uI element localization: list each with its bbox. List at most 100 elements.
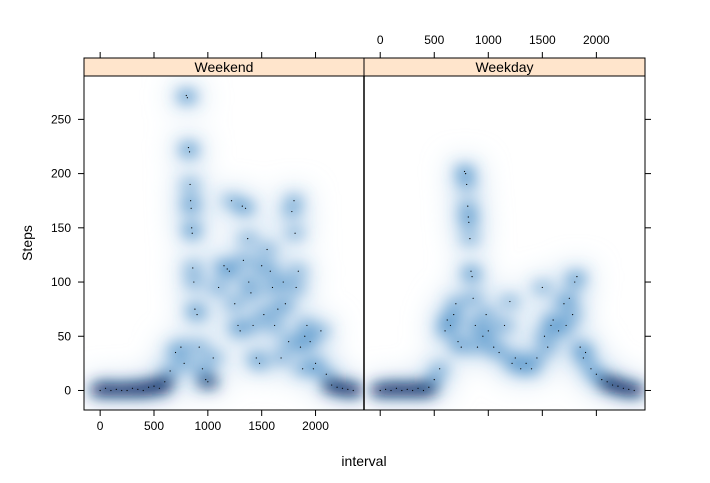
data-point [180,346,182,348]
data-point [295,286,297,289]
data-point [464,172,467,175]
data-point [325,373,327,375]
y-tick-label: 50 [58,329,72,343]
data-point [226,268,228,270]
data-point [263,313,265,316]
data-point [470,270,472,272]
data-point [582,357,584,359]
data-point [274,324,276,327]
data-point [234,303,236,305]
data-point [282,281,284,283]
data-point [104,387,107,389]
data-point [196,313,198,316]
data-point [428,386,430,388]
data-point [190,207,192,209]
data-point [498,351,500,354]
data-point [579,346,581,348]
data-point [628,388,630,390]
x-axis-title: interval [341,453,386,469]
data-point [468,221,470,223]
data-point [565,324,567,327]
y-tick-label: 100 [51,275,71,289]
data-point [550,324,552,327]
data-point [174,351,177,354]
data-point [314,362,317,364]
data-point [188,151,191,153]
data-point [280,357,282,359]
data-point [611,384,614,386]
data-point [223,265,225,267]
data-point [453,313,455,316]
data-point [606,381,608,383]
data-point [412,389,414,392]
data-point [379,389,381,392]
data-point [297,270,299,272]
data-point [277,308,279,310]
data-point [576,276,578,278]
data-point [320,330,322,332]
data-point [255,357,257,359]
strip-label: Weekend [195,59,254,75]
data-point [218,286,220,289]
data-point [244,207,247,209]
data-point [336,386,338,388]
x-tick-label: 0 [377,33,384,47]
data-point [201,368,204,370]
data-point [248,281,250,283]
y-tick-label: 200 [51,167,71,181]
x-tick-label: 0 [97,419,104,433]
data-point [455,303,457,305]
data-point [169,370,171,372]
data-point [261,265,263,267]
data-point [595,373,597,375]
data-point [485,313,487,316]
x-tick-label: 2000 [583,33,610,47]
data-point [584,351,587,354]
points-layer [99,94,635,392]
data-point [110,389,112,392]
data-point [552,319,554,321]
data-point [250,292,252,294]
data-point [291,210,293,213]
data-point [530,368,533,370]
data-point [601,379,603,381]
data-point [299,346,302,348]
data-point [187,146,190,149]
data-point [191,232,193,234]
data-point [469,238,471,240]
data-point [158,387,160,389]
data-point [186,97,188,99]
data-point [192,267,194,269]
data-point [557,330,560,332]
data-point [457,341,459,343]
data-point [433,379,435,381]
y-axis-title: Steps [19,225,35,261]
data-point [347,388,349,390]
y-tick-label: 0 [64,383,71,397]
data-point [153,385,155,387]
x-tick-label: 1500 [529,33,556,47]
data-point [514,357,516,359]
data-point [304,335,306,337]
data-point [503,324,506,327]
data-point [476,346,479,348]
data-point [446,319,448,321]
data-point [463,170,466,173]
data-point [474,324,476,327]
data-point [137,388,139,390]
data-point [185,94,187,97]
data-point [439,368,441,370]
data-point [194,308,196,310]
axes-layer: 0 0 500 500 1000 1000 1500 1500 2000 2000 0 50 100 15… [19,33,651,469]
data-point [258,362,261,364]
data-point [543,335,546,337]
data-point [121,389,123,392]
y-tick-label: 250 [51,112,71,126]
data-point [271,286,274,289]
data-point [460,346,462,348]
data-point [466,183,468,186]
data-point [444,330,446,332]
data-point [422,389,425,392]
data-point [164,381,166,383]
data-point [633,389,635,392]
